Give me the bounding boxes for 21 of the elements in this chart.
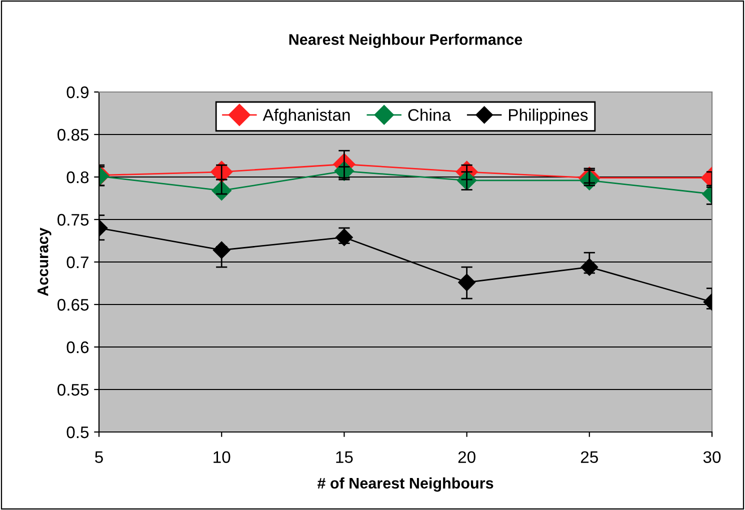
- y-tick-label: 0.7: [66, 256, 88, 268]
- y-tick-label: 0.6: [66, 341, 89, 354]
- y-tick-label: 0.5: [66, 426, 89, 438]
- x-axis-title: # of Nearest Neighbours: [317, 477, 494, 492]
- legend-label: Afghanistan: [262, 108, 350, 124]
- y-tick-label: 0.65: [57, 298, 89, 311]
- y-axis-title: Accuracy: [38, 228, 52, 296]
- legend-label: Philippines: [509, 108, 588, 124]
- y-tick-label: 0.75: [57, 214, 89, 226]
- y-tick-label: 0.8: [66, 171, 89, 184]
- y-tick-label: 0.55: [57, 384, 89, 396]
- x-tick-label: 15: [336, 451, 353, 463]
- x-tick-label: 30: [703, 451, 721, 463]
- chart-title: Nearest Neighbour Performance: [289, 34, 522, 48]
- y-tick-label: 0.9: [66, 86, 88, 98]
- x-tick-label: 5: [95, 451, 103, 463]
- x-tick-label: 25: [580, 451, 598, 463]
- x-tick-label: 10: [214, 451, 230, 463]
- legend-label: China: [408, 108, 451, 121]
- y-tick-label: 0.85: [57, 128, 89, 141]
- x-tick-label: 20: [458, 451, 476, 463]
